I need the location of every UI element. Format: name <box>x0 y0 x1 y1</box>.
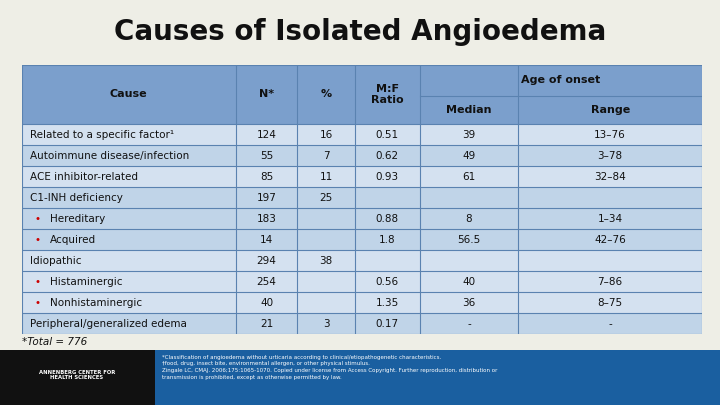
Text: -: - <box>608 319 612 328</box>
Text: Peripheral/generalized edema: Peripheral/generalized edema <box>30 319 186 328</box>
Text: Autoimmune disease/infection: Autoimmune disease/infection <box>30 151 189 160</box>
Text: N*: N* <box>259 90 274 99</box>
Bar <box>22 187 702 208</box>
Text: Related to a specific factor¹: Related to a specific factor¹ <box>30 130 174 140</box>
Text: 55: 55 <box>260 151 273 160</box>
Text: 85: 85 <box>260 172 273 181</box>
Text: Causes of Isolated Angioedema: Causes of Isolated Angioedema <box>114 18 606 46</box>
Text: Acquired: Acquired <box>50 234 96 245</box>
Text: 294: 294 <box>256 256 276 266</box>
Text: 38: 38 <box>320 256 333 266</box>
Text: Hereditary: Hereditary <box>50 213 105 224</box>
Text: ACE inhibitor-related: ACE inhibitor-related <box>30 172 138 181</box>
Text: •: • <box>35 213 41 224</box>
Text: *Total = 776: *Total = 776 <box>22 337 87 347</box>
Text: Median: Median <box>446 105 492 115</box>
Bar <box>22 229 702 250</box>
Text: 25: 25 <box>320 192 333 202</box>
Text: ANNENBERG CENTER FOR
HEALTH SCIENCES: ANNENBERG CENTER FOR HEALTH SCIENCES <box>39 369 115 380</box>
Text: 56.5: 56.5 <box>457 234 480 245</box>
Text: 8–75: 8–75 <box>598 298 623 308</box>
Text: •: • <box>35 277 41 287</box>
Text: •: • <box>35 234 41 245</box>
Text: *Classification of angioedema without urticaria according to clinical/etiopathog: *Classification of angioedema without ur… <box>162 355 498 380</box>
Text: 36: 36 <box>462 298 476 308</box>
Text: 0.17: 0.17 <box>376 319 399 328</box>
Bar <box>155 350 720 405</box>
Text: 49: 49 <box>462 151 476 160</box>
Text: 21: 21 <box>260 319 273 328</box>
Text: -: - <box>467 319 471 328</box>
Text: 11: 11 <box>320 172 333 181</box>
Text: 124: 124 <box>256 130 276 140</box>
Text: Nonhistaminergic: Nonhistaminergic <box>50 298 143 308</box>
Text: 0.56: 0.56 <box>376 277 399 287</box>
Text: 39: 39 <box>462 130 476 140</box>
Text: 0.62: 0.62 <box>376 151 399 160</box>
Text: 40: 40 <box>260 298 273 308</box>
Bar <box>22 208 702 229</box>
Bar <box>22 124 702 145</box>
Text: 0.93: 0.93 <box>376 172 399 181</box>
Text: Idiopathic: Idiopathic <box>30 256 81 266</box>
Text: 61: 61 <box>462 172 476 181</box>
Text: 197: 197 <box>256 192 276 202</box>
Text: 1–34: 1–34 <box>598 213 623 224</box>
Text: 183: 183 <box>256 213 276 224</box>
Text: 32–84: 32–84 <box>594 172 626 181</box>
Text: 8: 8 <box>466 213 472 224</box>
Text: C1-INH deficiency: C1-INH deficiency <box>30 192 122 202</box>
Bar <box>22 250 702 271</box>
Text: 3–78: 3–78 <box>598 151 623 160</box>
Text: 7–86: 7–86 <box>598 277 623 287</box>
Text: Histaminergic: Histaminergic <box>50 277 122 287</box>
Text: Age of onset: Age of onset <box>521 75 600 85</box>
Text: 254: 254 <box>256 277 276 287</box>
Text: •: • <box>35 298 41 308</box>
Text: 0.88: 0.88 <box>376 213 399 224</box>
Text: M:F
Ratio: M:F Ratio <box>371 83 404 105</box>
Text: 7: 7 <box>323 151 329 160</box>
Text: 0.51: 0.51 <box>376 130 399 140</box>
Text: Cause: Cause <box>110 90 148 99</box>
Text: 16: 16 <box>320 130 333 140</box>
Text: 40: 40 <box>462 277 475 287</box>
Bar <box>22 292 702 313</box>
Text: Range: Range <box>590 105 630 115</box>
Bar <box>0 350 155 405</box>
Text: 3: 3 <box>323 319 329 328</box>
Bar <box>22 145 702 166</box>
Bar <box>22 65 702 124</box>
Text: 42–76: 42–76 <box>594 234 626 245</box>
Text: 1.35: 1.35 <box>376 298 399 308</box>
Text: 14: 14 <box>260 234 273 245</box>
Text: 13–76: 13–76 <box>594 130 626 140</box>
Bar <box>22 271 702 292</box>
Bar <box>22 313 702 334</box>
Text: 1.8: 1.8 <box>379 234 395 245</box>
Bar <box>22 166 702 187</box>
Text: %: % <box>320 90 332 99</box>
